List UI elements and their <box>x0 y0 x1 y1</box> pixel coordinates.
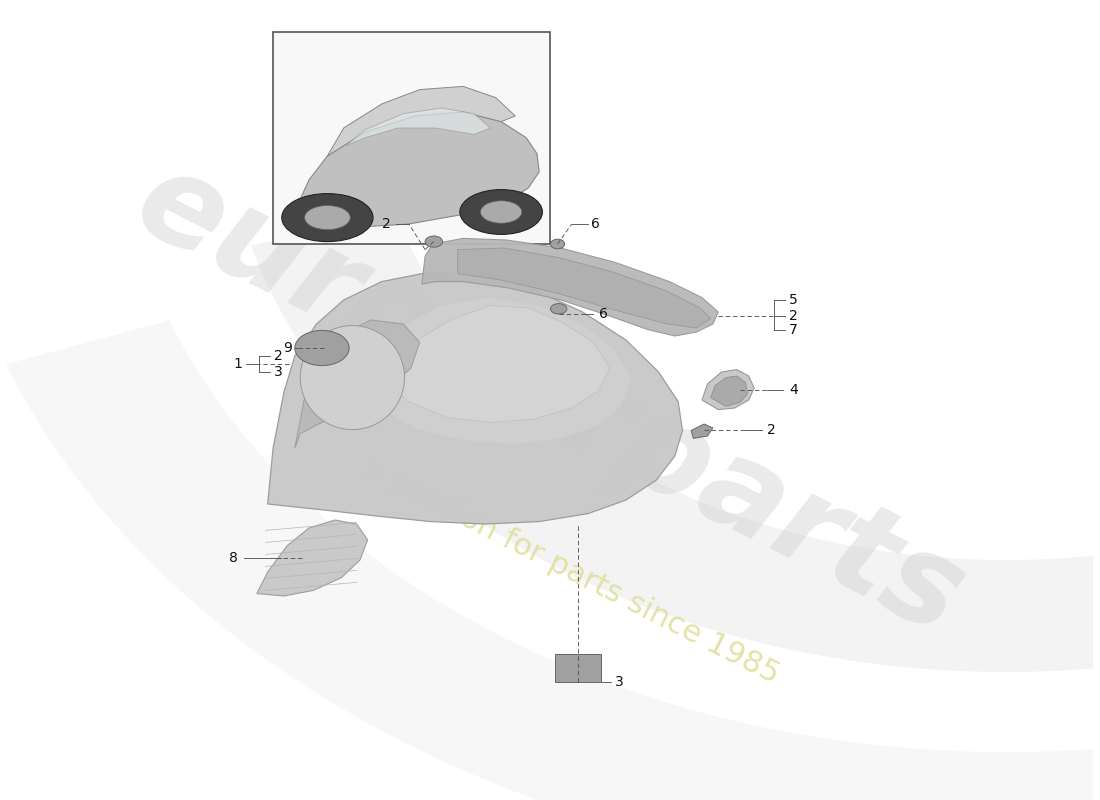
Ellipse shape <box>481 201 521 223</box>
Polygon shape <box>691 424 713 438</box>
Ellipse shape <box>425 236 442 247</box>
Polygon shape <box>345 108 491 146</box>
Text: eurocarparts: eurocarparts <box>117 139 983 661</box>
Polygon shape <box>7 320 1100 800</box>
Polygon shape <box>328 86 515 156</box>
Text: 6: 6 <box>598 306 607 321</box>
Text: 9: 9 <box>283 341 292 355</box>
Polygon shape <box>387 306 609 422</box>
Text: 7: 7 <box>789 322 797 337</box>
Text: a passion for parts since 1985: a passion for parts since 1985 <box>360 454 783 690</box>
Polygon shape <box>295 320 420 448</box>
Polygon shape <box>422 238 718 336</box>
Text: 2: 2 <box>274 349 283 363</box>
Bar <box>556 654 601 682</box>
Text: 3: 3 <box>274 365 283 379</box>
Text: 8: 8 <box>230 551 239 566</box>
Polygon shape <box>702 370 755 410</box>
Ellipse shape <box>300 326 405 430</box>
Text: 2: 2 <box>382 217 390 231</box>
Polygon shape <box>251 216 1100 672</box>
Text: 2: 2 <box>767 423 775 438</box>
Text: 5: 5 <box>789 293 797 307</box>
Text: 6: 6 <box>592 217 601 231</box>
Polygon shape <box>256 520 367 596</box>
Polygon shape <box>267 272 682 524</box>
Ellipse shape <box>550 303 566 314</box>
Ellipse shape <box>305 206 350 230</box>
Text: 1: 1 <box>234 357 243 371</box>
Polygon shape <box>360 298 631 444</box>
Polygon shape <box>711 376 748 406</box>
Text: 2: 2 <box>789 309 797 323</box>
Ellipse shape <box>295 330 349 366</box>
Ellipse shape <box>460 190 542 234</box>
Text: 3: 3 <box>615 674 624 689</box>
Ellipse shape <box>282 194 373 242</box>
Polygon shape <box>295 112 539 228</box>
Polygon shape <box>458 248 711 328</box>
Bar <box>273 32 550 244</box>
Text: 4: 4 <box>789 383 797 398</box>
Ellipse shape <box>550 239 564 249</box>
